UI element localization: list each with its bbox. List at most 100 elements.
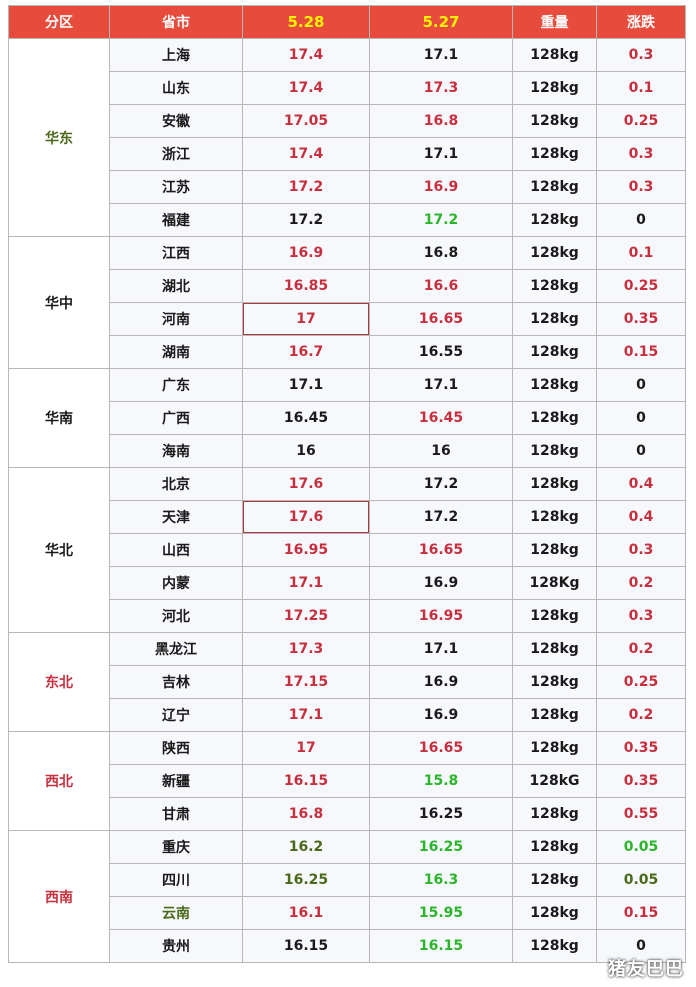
province-cell: 江苏: [109, 170, 243, 204]
weight-cell: 128kg: [512, 731, 597, 765]
weight-cell: 128kg: [512, 632, 597, 666]
price-528-cell: 16.9: [242, 236, 370, 270]
weight-cell: 128kg: [512, 863, 597, 897]
change-cell: 0.3: [596, 599, 686, 633]
price-528-cell: 17.4: [242, 38, 370, 72]
table-row: 四川 16.25 16.3 128kg 0.05: [9, 863, 686, 897]
weight-cell: 128kg: [512, 335, 597, 369]
change-cell: 0.35: [596, 302, 686, 336]
price-528-cell: 17.2: [242, 170, 370, 204]
price-528-cell: 17.2: [242, 203, 370, 237]
region-cell: 西南: [8, 830, 110, 963]
table-row: 广西 16.45 16.45 128kg 0: [9, 401, 686, 435]
weight-cell: 128kg: [512, 203, 597, 237]
table-row: 福建 17.2 17.2 128kg 0: [9, 203, 686, 237]
change-cell: 0.4: [596, 500, 686, 534]
price-527-cell: 16.3: [369, 863, 513, 897]
weight-cell: 128kg: [512, 170, 597, 204]
table-row: 贵州 16.15 16.15 128kg 0: [9, 929, 686, 963]
weight-cell: 128kg: [512, 797, 597, 831]
header-province: 省市: [109, 5, 243, 39]
table-row: 华北 北京 17.6 17.2 128kg 0.4: [8, 467, 686, 633]
table-row: 天津 17.6 17.2 128kg 0.4: [9, 500, 686, 534]
change-cell: 0.25: [596, 665, 686, 699]
region-cell: 华北: [8, 467, 110, 633]
change-cell: 0.3: [596, 137, 686, 171]
price-527-cell: 16: [369, 434, 513, 468]
change-cell: 0.25: [596, 104, 686, 138]
weight-cell: 128kg: [512, 269, 597, 303]
header-weight: 重量: [512, 5, 597, 39]
change-cell: 0.25: [596, 269, 686, 303]
province-cell: 内蒙: [109, 566, 243, 600]
table-row: 内蒙 17.1 16.9 128Kg 0.2: [9, 566, 686, 600]
price-528-cell: 17.1: [242, 566, 370, 600]
region-cell: 华南: [8, 368, 110, 468]
table-row: 甘肃 16.8 16.25 128kg 0.55: [9, 797, 686, 831]
province-cell: 辽宁: [109, 698, 243, 732]
province-cell: 河北: [109, 599, 243, 633]
header-date-527: 5.27: [369, 5, 513, 39]
weight-cell: 128kg: [512, 104, 597, 138]
price-528-cell: 16.8: [242, 797, 370, 831]
price-527-cell: 16.95: [369, 599, 513, 633]
table-row: 华南 广东 17.1 17.1 128kg 0: [8, 368, 686, 468]
province-cell: 福建: [109, 203, 243, 237]
price-527-cell: 16.9: [369, 665, 513, 699]
region-cell: 华东: [8, 38, 110, 237]
price-528-cell: 17: [242, 731, 370, 765]
table-row: 山东 17.4 17.3 128kg 0.1: [9, 71, 686, 105]
province-cell: 上海: [109, 38, 243, 72]
weight-cell: 128kg: [512, 896, 597, 930]
price-527-cell: 16.65: [369, 533, 513, 567]
province-cell: 山西: [109, 533, 243, 567]
header-row: 分区 省市 5.28 5.27 重量 涨跌: [8, 5, 686, 39]
weight-cell: 128kg: [512, 434, 597, 468]
price-528-cell: 16.1: [242, 896, 370, 930]
price-527-cell: 16.8: [369, 104, 513, 138]
price-527-cell: 17.1: [369, 632, 513, 666]
price-528-cell: 17.4: [242, 137, 370, 171]
price-527-cell: 15.8: [369, 764, 513, 798]
province-cell: 湖南: [109, 335, 243, 369]
table-row: 江苏 17.2 16.9 128kg 0.3: [9, 170, 686, 204]
change-cell: 0: [596, 929, 686, 963]
region-cell: 西北: [8, 731, 110, 831]
table-row: 山西 16.95 16.65 128kg 0.3: [9, 533, 686, 567]
change-cell: 0: [596, 401, 686, 435]
province-cell: 山东: [109, 71, 243, 105]
province-cell: 天津: [109, 500, 243, 534]
weight-cell: 128kg: [512, 137, 597, 171]
price-527-cell: 16.45: [369, 401, 513, 435]
change-cell: 0.15: [596, 335, 686, 369]
header-date-528: 5.28: [242, 5, 370, 39]
province-cell: 甘肃: [109, 797, 243, 831]
province-cell: 北京: [109, 467, 243, 501]
province-cell: 浙江: [109, 137, 243, 171]
change-cell: 0: [596, 368, 686, 402]
province-cell: 吉林: [109, 665, 243, 699]
weight-cell: 128kG: [512, 764, 597, 798]
price-528-cell: 17: [242, 302, 370, 336]
province-cell: 新疆: [109, 764, 243, 798]
province-cell: 广东: [109, 368, 243, 402]
table-row: 河南 17 16.65 128kg 0.35: [9, 302, 686, 336]
table-row: 新疆 16.15 15.8 128kG 0.35: [9, 764, 686, 798]
province-cell: 陕西: [109, 731, 243, 765]
price-527-cell: 17.1: [369, 38, 513, 72]
table-row: 浙江 17.4 17.1 128kg 0.3: [9, 137, 686, 171]
price-528-cell: 17.3: [242, 632, 370, 666]
price-527-cell: 17.2: [369, 500, 513, 534]
province-cell: 河南: [109, 302, 243, 336]
table-row: 云南 16.1 15.95 128kg 0.15: [9, 896, 686, 930]
header-region: 分区: [8, 5, 110, 39]
province-cell: 重庆: [109, 830, 243, 864]
price-528-cell: 17.1: [242, 368, 370, 402]
table-row: 湖北 16.85 16.6 128kg 0.25: [9, 269, 686, 303]
change-cell: 0.05: [596, 863, 686, 897]
change-cell: 0.1: [596, 236, 686, 270]
weight-cell: 128kg: [512, 467, 597, 501]
price-527-cell: 16.55: [369, 335, 513, 369]
price-527-cell: 16.65: [369, 302, 513, 336]
price-527-cell: 17.2: [369, 203, 513, 237]
